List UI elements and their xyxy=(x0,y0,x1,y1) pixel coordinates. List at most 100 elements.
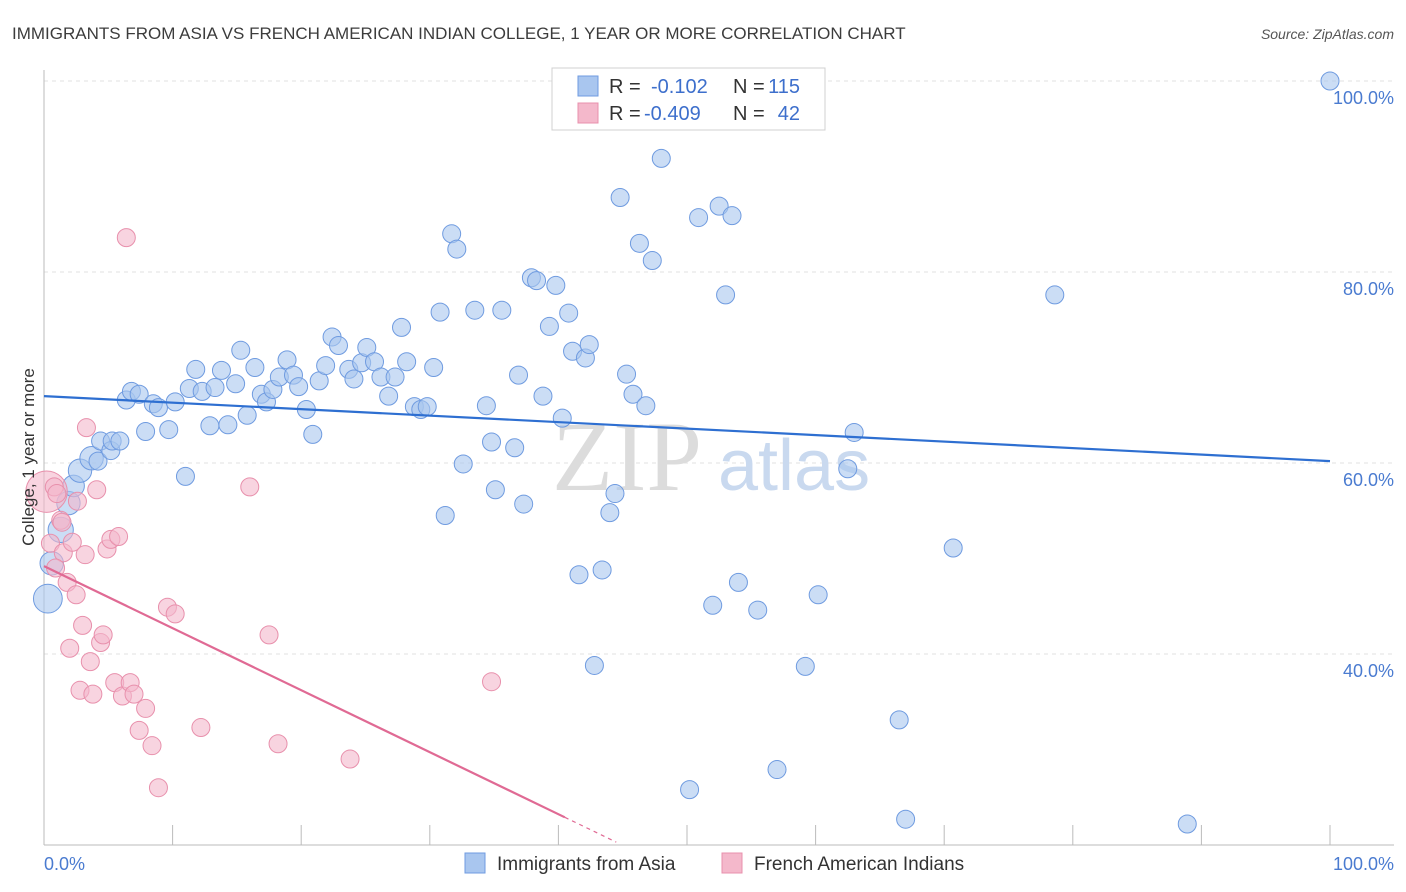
watermark-zip: ZIP xyxy=(552,401,702,512)
point-1-26 xyxy=(129,720,149,740)
point-1-36 xyxy=(340,749,360,769)
point-0-20 xyxy=(175,466,195,486)
point-0-24 xyxy=(200,416,220,436)
point-1-11 xyxy=(73,615,93,635)
point-1-40 xyxy=(67,491,87,511)
point-0-68 xyxy=(492,300,512,320)
point-0-77 xyxy=(552,408,572,428)
point-1-15 xyxy=(87,480,107,500)
point-1-31 xyxy=(165,604,185,624)
y-tick-label-2: 60.0% xyxy=(1343,470,1394,490)
point-0-98 xyxy=(716,285,736,305)
point-0-11 xyxy=(110,431,130,451)
y-axis-label: College, 1 year or more xyxy=(19,368,38,546)
series-immigrants-from-asia-points xyxy=(32,71,1340,834)
point-0-0 xyxy=(32,583,63,614)
legend-r-value-asia: -0.102 xyxy=(651,76,708,98)
y-tick-label-1: 80.0% xyxy=(1343,279,1394,299)
point-0-95 xyxy=(689,208,709,228)
point-0-54 xyxy=(397,352,417,372)
legend-n-label-asia: N = xyxy=(733,76,765,98)
y-tick-label-3: 40.0% xyxy=(1343,661,1394,681)
point-0-53 xyxy=(392,317,412,337)
point-0-78 xyxy=(559,303,579,323)
point-0-15 xyxy=(136,421,156,441)
point-1-17 xyxy=(93,625,113,645)
point-0-89 xyxy=(623,384,643,404)
point-0-59 xyxy=(430,302,450,322)
point-1-33 xyxy=(240,477,260,497)
point-0-70 xyxy=(509,365,529,385)
point-0-66 xyxy=(482,432,502,452)
point-0-73 xyxy=(527,271,547,291)
point-0-90 xyxy=(629,233,649,253)
point-1-13 xyxy=(80,652,100,672)
bottom-legend: Immigrants from Asia French American Ind… xyxy=(464,852,964,875)
point-1-35 xyxy=(268,734,288,754)
point-0-109 xyxy=(943,538,963,558)
point-0-26 xyxy=(211,360,231,380)
point-0-74 xyxy=(533,386,553,406)
bottom-legend-swatch-asia xyxy=(464,852,486,874)
legend-swatch-asia xyxy=(577,75,599,97)
point-0-104 xyxy=(808,585,828,605)
point-0-100 xyxy=(728,572,748,592)
trend-line-1 xyxy=(43,565,566,819)
point-1-14 xyxy=(83,684,103,704)
series-french-american-indians-points xyxy=(25,228,502,798)
point-0-86 xyxy=(605,484,625,504)
point-0-107 xyxy=(889,710,909,730)
point-0-31 xyxy=(245,358,265,377)
point-0-63 xyxy=(453,454,473,474)
point-0-51 xyxy=(379,386,399,406)
point-0-65 xyxy=(476,396,496,416)
point-0-18 xyxy=(159,420,179,440)
point-0-94 xyxy=(680,780,700,800)
point-0-112 xyxy=(1320,71,1340,91)
legend-n-value-asia: 115 xyxy=(768,76,800,98)
point-1-38 xyxy=(52,512,72,532)
point-0-44 xyxy=(328,336,348,356)
point-1-1 xyxy=(40,533,60,553)
point-0-75 xyxy=(539,316,559,336)
point-0-60 xyxy=(435,506,455,526)
legend-r-label-french: R = xyxy=(609,103,641,125)
bottom-legend-label-french: French American Indians xyxy=(754,854,964,875)
x-tick-label-min: 0.0% xyxy=(44,854,85,874)
point-0-52 xyxy=(385,367,405,387)
x-tick-label-max: 100.0% xyxy=(1333,854,1394,874)
point-0-82 xyxy=(579,335,599,355)
point-0-111 xyxy=(1177,814,1197,834)
point-0-105 xyxy=(838,459,858,479)
point-0-76 xyxy=(546,275,566,295)
point-0-103 xyxy=(795,656,815,676)
point-0-93 xyxy=(651,148,671,168)
point-1-41 xyxy=(75,545,95,565)
trend-line-0 xyxy=(43,395,1331,463)
point-0-84 xyxy=(592,560,612,580)
point-0-58 xyxy=(424,358,444,377)
point-0-102 xyxy=(767,760,787,780)
legend-r-value-french: -0.409 xyxy=(644,103,701,125)
point-1-23 xyxy=(116,228,136,248)
y-axis-tick-labels: 100.0% 80.0% 60.0% 40.0% xyxy=(1333,88,1394,681)
point-0-40 xyxy=(303,424,323,444)
trend-lines xyxy=(43,395,1331,843)
point-1-12 xyxy=(76,418,96,438)
point-0-87 xyxy=(610,188,630,208)
point-1-25 xyxy=(124,684,144,704)
point-0-101 xyxy=(748,600,768,620)
stats-legend: R = -0.102 N = 115 R = -0.409 N = 42 xyxy=(551,67,826,131)
point-1-9 xyxy=(66,585,86,605)
legend-r-label-asia: R = xyxy=(609,76,641,98)
point-0-38 xyxy=(289,377,309,397)
point-0-46 xyxy=(344,369,364,389)
point-1-28 xyxy=(142,736,162,756)
y-tick-label-0: 100.0% xyxy=(1333,88,1394,108)
point-0-85 xyxy=(600,503,620,523)
point-0-28 xyxy=(226,374,246,394)
point-0-97 xyxy=(709,196,729,216)
point-0-88 xyxy=(617,364,637,384)
point-1-37 xyxy=(482,672,502,692)
